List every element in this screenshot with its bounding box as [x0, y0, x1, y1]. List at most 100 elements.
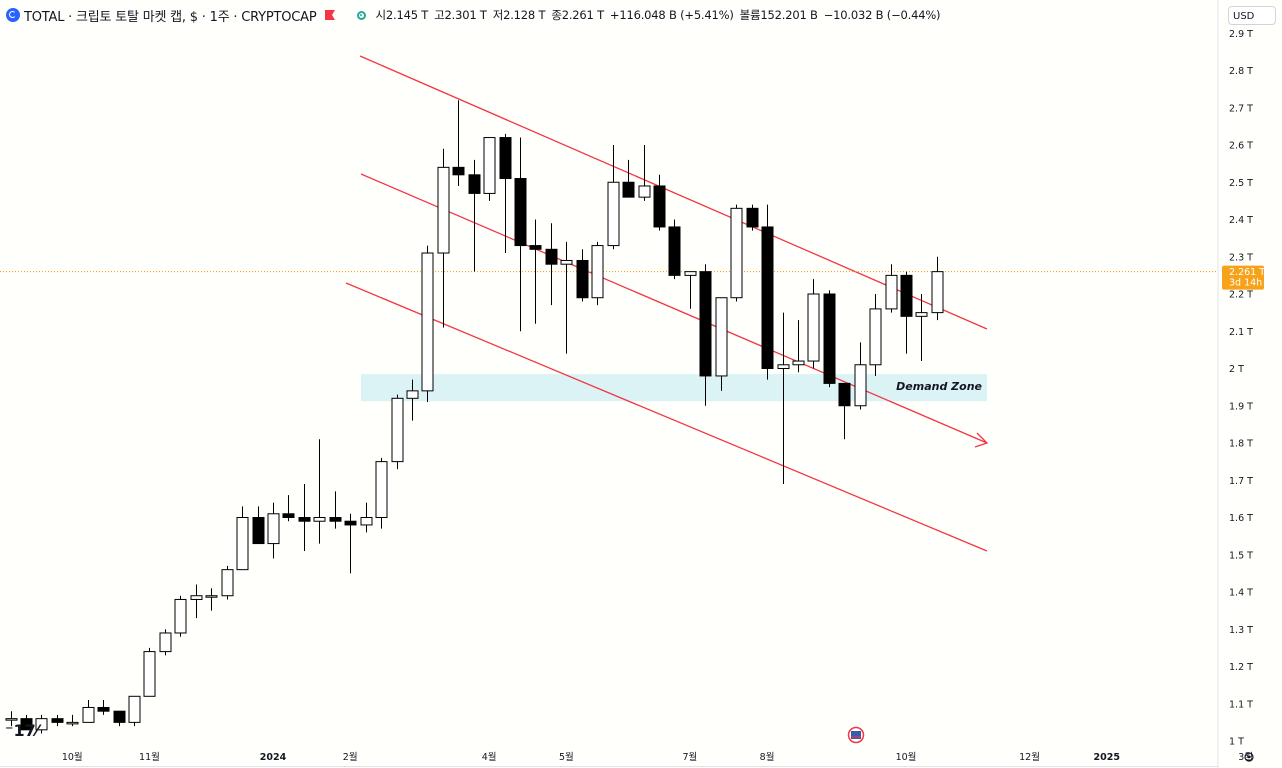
demand-zone-rect	[361, 374, 987, 402]
time-tick-label: 10월	[896, 751, 917, 763]
candle	[174, 595, 187, 637]
candle	[190, 584, 203, 619]
candle-body	[5, 718, 18, 721]
time-tick-label: 2025	[1094, 752, 1120, 763]
candle-body	[761, 226, 774, 369]
candle-body	[452, 166, 465, 176]
symbol-title[interactable]: TOTAL · 크립토 토탈 마켓 캡, $ · 1주 · CRYPTOCAP	[24, 9, 317, 25]
candle	[807, 279, 820, 369]
candle-body	[344, 520, 357, 526]
candle-body	[406, 390, 419, 399]
candle	[900, 271, 913, 354]
candle	[468, 159, 481, 272]
candle-body	[174, 598, 187, 634]
candle	[143, 647, 156, 697]
price-tick-label: 2.7 T	[1229, 103, 1253, 114]
candle	[560, 241, 573, 354]
candle-body	[499, 137, 512, 180]
candle	[113, 710, 126, 727]
candle	[715, 297, 728, 391]
candle-body	[221, 569, 234, 597]
tradingview-logo-icon: ⁻17⁄	[5, 721, 42, 740]
candle	[282, 495, 295, 522]
candle-body	[823, 293, 836, 384]
candle	[915, 294, 928, 362]
candle-body	[421, 252, 434, 392]
price-tick-label: 1.5 T	[1229, 550, 1253, 561]
candle	[823, 290, 836, 388]
candle	[313, 439, 326, 544]
candle-body	[792, 360, 805, 366]
flag-icon[interactable]	[324, 9, 335, 21]
time-tick-label: 7월	[682, 751, 697, 763]
price-tick-label: 1.7 T	[1229, 476, 1253, 487]
candle	[668, 219, 681, 280]
price-tick-label: 2.2 T	[1229, 290, 1253, 301]
candle	[854, 342, 867, 410]
axis-settings-icon[interactable]	[1244, 752, 1254, 762]
candle-body	[777, 364, 790, 369]
candle	[746, 204, 759, 231]
candle-body	[267, 513, 280, 545]
candle	[360, 502, 373, 533]
volume-label: 볼륨	[739, 8, 761, 22]
candle-body	[375, 461, 388, 518]
time-tick-label: 3월	[1238, 751, 1253, 763]
candle-body	[391, 397, 404, 463]
candle	[375, 457, 388, 529]
candle	[838, 382, 851, 440]
time-tick-label: 8월	[760, 751, 775, 763]
candle-body	[128, 695, 141, 723]
candle	[529, 219, 542, 324]
currency-select[interactable]: USD	[1228, 6, 1276, 25]
candle-body	[20, 718, 33, 731]
volume-change: −10.032 B (−0.44%)	[823, 8, 941, 22]
candle-body	[51, 718, 64, 723]
candle	[684, 271, 697, 309]
candle-body	[854, 364, 867, 407]
candle-body	[869, 308, 882, 366]
candle	[777, 312, 790, 484]
channel-upper-line	[359, 55, 988, 330]
ohlc-change: +116.048 B (+5.41%)	[609, 8, 734, 22]
candle	[406, 379, 419, 421]
candle-body	[205, 595, 218, 598]
candle	[576, 249, 589, 302]
price-tick-label: 2.9 T	[1229, 29, 1253, 40]
candle-body	[622, 181, 635, 198]
candle-body	[668, 226, 681, 276]
candle-body	[113, 710, 126, 723]
price-tick-label: 2.8 T	[1229, 66, 1253, 77]
candle-body	[638, 185, 651, 198]
economic-event-icon[interactable]	[847, 726, 865, 744]
current-price-value: 2.261 T	[1229, 267, 1265, 278]
time-tick-label: 11월	[139, 751, 160, 763]
candle-body	[143, 651, 156, 697]
candle-body	[931, 271, 944, 314]
candle-body	[746, 207, 759, 228]
candle	[97, 700, 110, 715]
candle	[514, 137, 527, 332]
price-tick-label: 2.6 T	[1229, 141, 1253, 152]
candle-body	[715, 297, 728, 377]
candle-body	[653, 185, 666, 228]
candle	[730, 204, 743, 302]
price-tick-label: 1.6 T	[1229, 513, 1253, 524]
candle-body	[684, 271, 697, 276]
candle-body	[282, 513, 295, 519]
time-tick-label: 4월	[482, 751, 497, 763]
candle	[20, 714, 33, 731]
candle-body	[360, 517, 373, 526]
channel-arrow-head	[974, 432, 989, 448]
candle	[931, 256, 944, 321]
candle-body	[900, 274, 913, 317]
price-tick-label: 2.4 T	[1229, 215, 1253, 226]
candle-body	[807, 293, 820, 362]
price-tick-label: 1.2 T	[1229, 662, 1253, 673]
candle	[499, 133, 512, 254]
candle	[82, 700, 95, 723]
price-tick-label: 1.8 T	[1229, 439, 1253, 450]
candle-body	[529, 245, 542, 250]
price-tick-label: 2.3 T	[1229, 252, 1253, 263]
